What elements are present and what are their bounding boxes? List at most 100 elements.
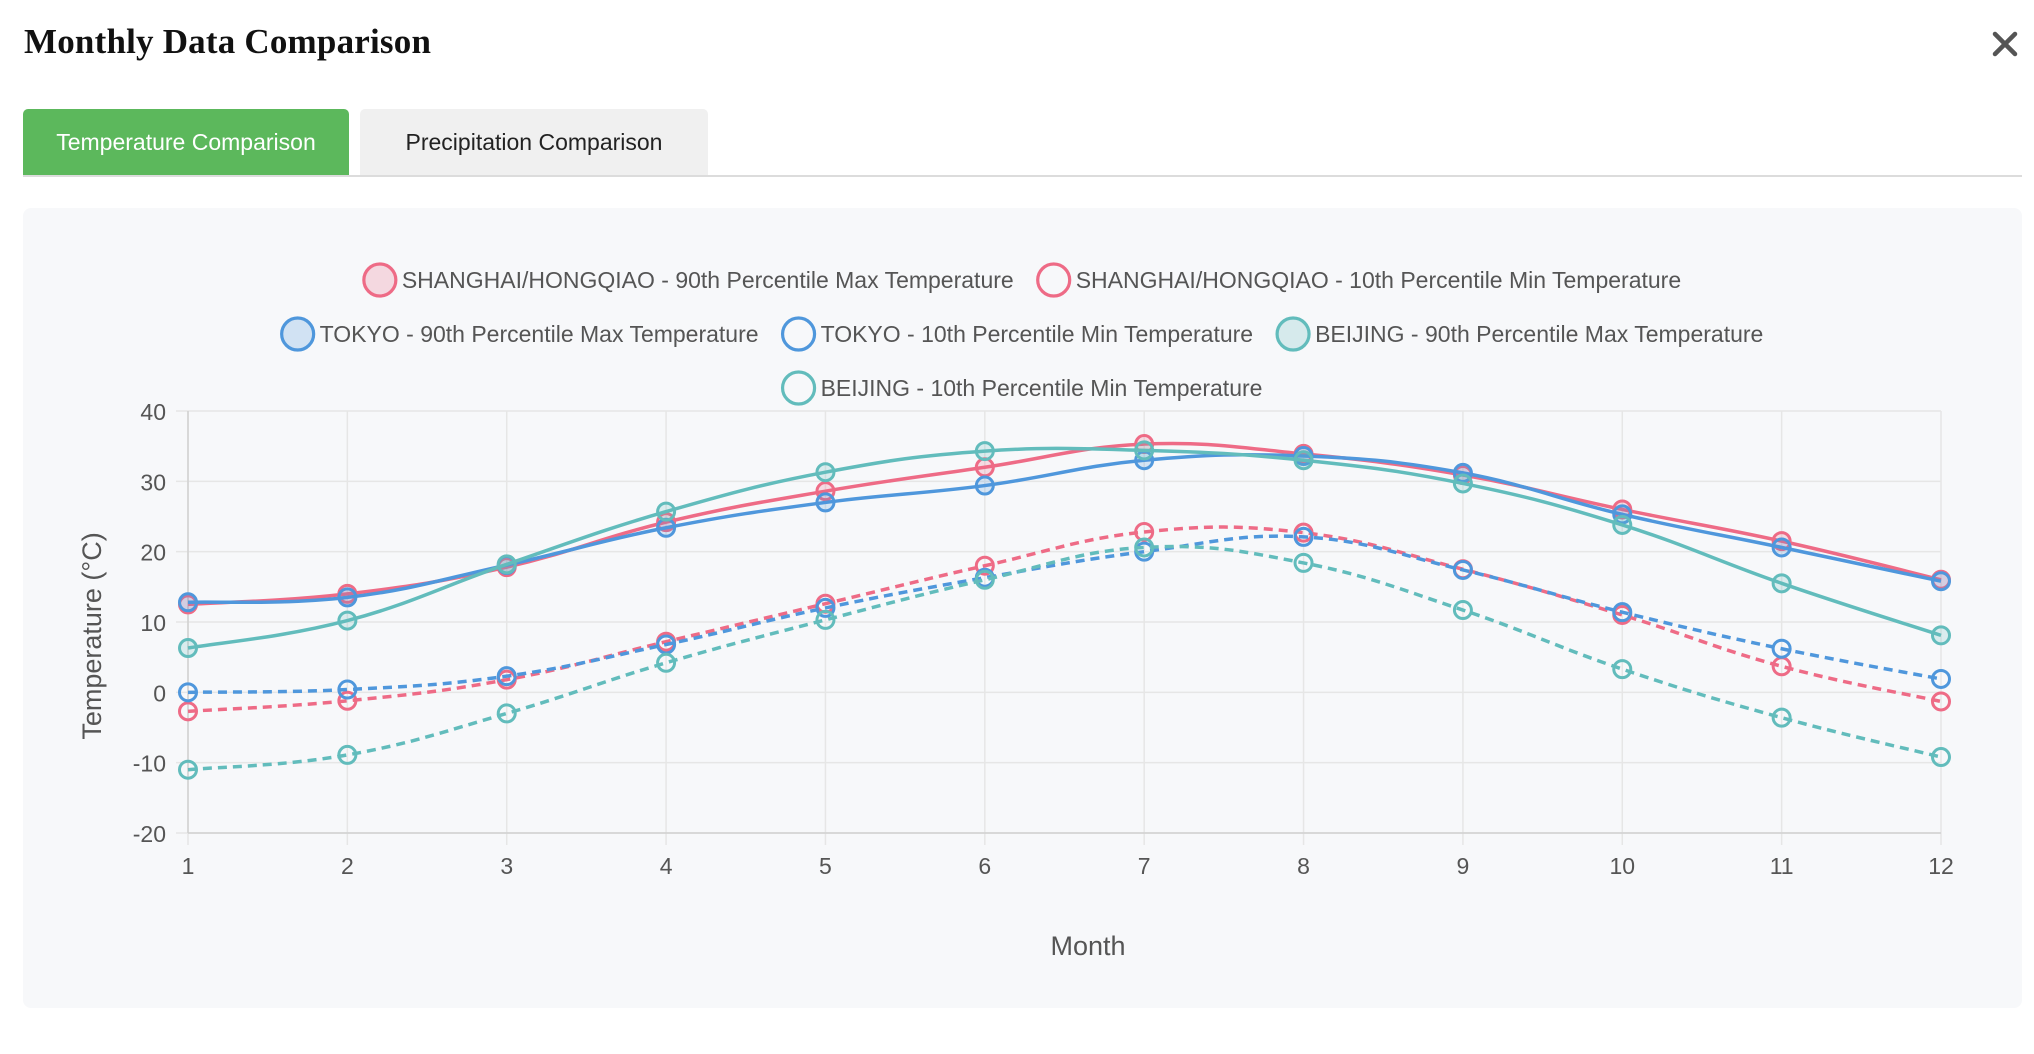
data-point-beijing-10th-percentile-min-temperature-7[interactable] — [1134, 537, 1155, 558]
data-point-tokyo-10th-percentile-min-temperature-5[interactable] — [815, 597, 836, 618]
data-point-tokyo-90th-percentile-max-temperature-4[interactable] — [656, 517, 677, 538]
series-line-tokyo-90th-percentile-max-temperature — [187, 452, 1942, 605]
data-point-beijing-10th-percentile-min-temperature-12[interactable] — [1931, 747, 1951, 768]
data-point-beijing-90th-percentile-max-temperature-4[interactable] — [656, 501, 677, 522]
data-point-tokyo-90th-percentile-max-temperature-12[interactable] — [1931, 571, 1951, 592]
data-point-beijing-10th-percentile-min-temperature-9[interactable] — [1452, 600, 1473, 621]
data-point-shanghai-hongqiao-10th-percentile-min-temperature-2[interactable] — [337, 690, 358, 711]
data-point-beijing-90th-percentile-max-temperature-5[interactable] — [815, 462, 836, 483]
data-point-tokyo-10th-percentile-min-temperature-11[interactable] — [1771, 638, 1792, 659]
legend-item-tokyo-90th-percentile-max-temperature[interactable]: TOKYO - 90th Percentile Max Temperature — [280, 316, 759, 352]
y-tick-label: 10 — [140, 610, 166, 636]
series-line-shanghai-hongqiao-10th-percentile-min-temperature — [187, 525, 1942, 714]
data-point-beijing-90th-percentile-max-temperature-3[interactable] — [496, 554, 517, 575]
data-point-tokyo-10th-percentile-min-temperature-8[interactable] — [1293, 526, 1314, 547]
data-point-tokyo-90th-percentile-max-temperature-6[interactable] — [974, 475, 995, 496]
x-tick-label: 10 — [1609, 853, 1635, 879]
data-point-tokyo-10th-percentile-min-temperature-1[interactable] — [178, 682, 198, 703]
legend-marker-icon — [1275, 316, 1311, 352]
data-point-beijing-10th-percentile-min-temperature-2[interactable] — [337, 744, 358, 765]
data-point-tokyo-10th-percentile-min-temperature-12[interactable] — [1931, 668, 1951, 689]
legend-item-beijing-10th-percentile-min-temperature[interactable]: BEIJING - 10th Percentile Min Temperatur… — [780, 370, 1263, 406]
data-point-tokyo-90th-percentile-max-temperature-5[interactable] — [815, 492, 836, 513]
data-point-shanghai-hongqiao-10th-percentile-min-temperature-7[interactable] — [1134, 521, 1155, 542]
data-point-beijing-10th-percentile-min-temperature-4[interactable] — [656, 652, 677, 673]
data-point-shanghai-hongqiao-10th-percentile-min-temperature-6[interactable] — [974, 555, 995, 576]
legend-label: TOKYO - 10th Percentile Min Temperature — [821, 321, 1254, 347]
y-tick-label: -20 — [133, 821, 166, 847]
data-point-beijing-90th-percentile-max-temperature-10[interactable] — [1612, 514, 1633, 535]
data-point-beijing-90th-percentile-max-temperature-11[interactable] — [1771, 573, 1792, 594]
data-point-shanghai-hongqiao-10th-percentile-min-temperature-1[interactable] — [178, 701, 198, 722]
data-point-beijing-10th-percentile-min-temperature-1[interactable] — [178, 759, 198, 780]
y-tick-label: 30 — [140, 469, 166, 495]
x-tick-label: 7 — [1138, 853, 1151, 879]
x-tick-label: 6 — [978, 853, 991, 879]
data-point-shanghai-hongqiao-10th-percentile-min-temperature-12[interactable] — [1931, 691, 1951, 712]
legend-item-tokyo-10th-percentile-min-temperature[interactable]: TOKYO - 10th Percentile Min Temperature — [780, 316, 1254, 352]
legend-marker-icon — [362, 262, 398, 298]
data-point-beijing-90th-percentile-max-temperature-7[interactable] — [1134, 440, 1155, 461]
close-icon — [1992, 31, 2018, 57]
data-point-beijing-10th-percentile-min-temperature-11[interactable] — [1771, 707, 1792, 728]
chart-series — [178, 434, 1951, 780]
legend-label: SHANGHAI/HONGQIAO - 10th Percentile Min … — [1076, 267, 1681, 293]
legend-item-shanghai-hongqiao-10th-percentile-min-temperature[interactable]: SHANGHAI/HONGQIAO - 10th Percentile Min … — [1036, 262, 1681, 298]
x-tick-label: 1 — [182, 853, 195, 879]
data-point-tokyo-10th-percentile-min-temperature-10[interactable] — [1612, 602, 1633, 623]
legend-label: BEIJING - 10th Percentile Min Temperatur… — [821, 375, 1263, 401]
x-tick-label: 9 — [1457, 853, 1470, 879]
chart-panel: SHANGHAI/HONGQIAO - 90th Percentile Max … — [23, 208, 2022, 1008]
y-axis-title: Temperature (°C) — [77, 532, 107, 739]
data-point-tokyo-10th-percentile-min-temperature-9[interactable] — [1452, 559, 1473, 580]
data-point-beijing-10th-percentile-min-temperature-3[interactable] — [496, 703, 517, 724]
x-axis-title: Month — [1050, 931, 1125, 961]
data-point-tokyo-90th-percentile-max-temperature-11[interactable] — [1771, 537, 1792, 558]
y-tick-label: -10 — [133, 751, 166, 777]
data-point-shanghai-hongqiao-90th-percentile-max-temperature-6[interactable] — [974, 457, 995, 478]
data-point-beijing-90th-percentile-max-temperature-9[interactable] — [1452, 473, 1473, 494]
x-tick-label: 3 — [500, 853, 513, 879]
legend-marker-icon — [280, 316, 316, 352]
tab-precipitation-comparison[interactable]: Precipitation Comparison — [360, 109, 708, 175]
legend-label: TOKYO - 90th Percentile Max Temperature — [320, 321, 759, 347]
legend-label: SHANGHAI/HONGQIAO - 90th Percentile Max … — [402, 267, 1014, 293]
data-point-beijing-10th-percentile-min-temperature-5[interactable] — [815, 609, 836, 630]
legend-marker-icon — [780, 316, 817, 352]
y-tick-label: 40 — [140, 399, 166, 425]
temperature-chart: SHANGHAI/HONGQIAO - 90th Percentile Max … — [77, 262, 1954, 961]
data-point-beijing-10th-percentile-min-temperature-8[interactable] — [1293, 552, 1314, 573]
y-tick-label: 20 — [140, 540, 166, 566]
x-tick-label: 12 — [1928, 853, 1954, 879]
series-line-tokyo-10th-percentile-min-temperature — [187, 534, 1942, 695]
legend-marker-icon — [780, 370, 817, 406]
data-point-tokyo-10th-percentile-min-temperature-2[interactable] — [337, 679, 358, 700]
x-tick-label: 8 — [1297, 853, 1310, 879]
close-button[interactable] — [1983, 22, 2027, 66]
data-point-beijing-90th-percentile-max-temperature-8[interactable] — [1293, 450, 1314, 471]
data-point-beijing-90th-percentile-max-temperature-6[interactable] — [974, 441, 995, 462]
legend-item-shanghai-hongqiao-90th-percentile-max-temperature[interactable]: SHANGHAI/HONGQIAO - 90th Percentile Max … — [362, 262, 1014, 298]
data-point-tokyo-10th-percentile-min-temperature-3[interactable] — [496, 666, 517, 687]
modal-title: Monthly Data Comparison — [24, 22, 432, 61]
data-point-beijing-90th-percentile-max-temperature-2[interactable] — [337, 610, 358, 631]
chart-legend: SHANGHAI/HONGQIAO - 90th Percentile Max … — [280, 262, 1763, 406]
series-line-beijing-90th-percentile-max-temperature — [187, 446, 1942, 650]
data-point-tokyo-90th-percentile-max-temperature-2[interactable] — [337, 587, 358, 608]
series-line-beijing-10th-percentile-min-temperature — [187, 544, 1942, 772]
y-tick-label: 0 — [153, 680, 166, 706]
tab-bar: Temperature Comparison Precipitation Com… — [23, 109, 2022, 177]
data-point-tokyo-90th-percentile-max-temperature-1[interactable] — [178, 592, 198, 613]
data-point-beijing-90th-percentile-max-temperature-12[interactable] — [1931, 625, 1951, 646]
data-point-beijing-10th-percentile-min-temperature-6[interactable] — [974, 569, 995, 590]
x-tick-label: 5 — [819, 853, 832, 879]
x-tick-label: 4 — [660, 853, 673, 879]
legend-item-beijing-90th-percentile-max-temperature[interactable]: BEIJING - 90th Percentile Max Temperatur… — [1275, 316, 1763, 352]
tab-temperature-comparison[interactable]: Temperature Comparison — [23, 109, 349, 175]
data-point-beijing-10th-percentile-min-temperature-10[interactable] — [1612, 659, 1633, 680]
legend-label: BEIJING - 90th Percentile Max Temperatur… — [1315, 321, 1763, 347]
data-point-beijing-90th-percentile-max-temperature-1[interactable] — [178, 638, 198, 659]
x-tick-label: 2 — [341, 853, 354, 879]
chart-grid — [176, 410, 1942, 845]
